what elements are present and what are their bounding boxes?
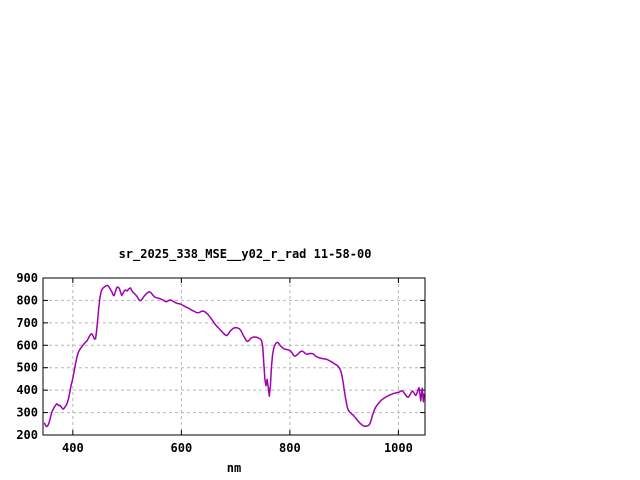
x-tick-label: 800 <box>279 441 301 455</box>
x-tick-label: 600 <box>171 441 193 455</box>
y-tick-label: 900 <box>16 271 38 285</box>
y-tick-label: 600 <box>16 338 38 352</box>
spectrum-curve <box>43 284 425 428</box>
plot-border <box>42 277 426 436</box>
y-tick-label: 500 <box>16 361 38 375</box>
y-tick-label: 300 <box>16 406 38 420</box>
y-tick-label: 800 <box>16 293 38 307</box>
x-tick-label: 400 <box>62 441 84 455</box>
chart-title: sr_2025_338_MSE__y02_r_rad 11-58-00 <box>118 247 372 261</box>
x-axis-label: nm <box>227 461 241 475</box>
y-tick-label: 200 <box>16 428 38 442</box>
y-tick-label: 400 <box>16 383 38 397</box>
y-tick-label: 700 <box>16 316 38 330</box>
x-tick-label: 1000 <box>384 441 413 455</box>
